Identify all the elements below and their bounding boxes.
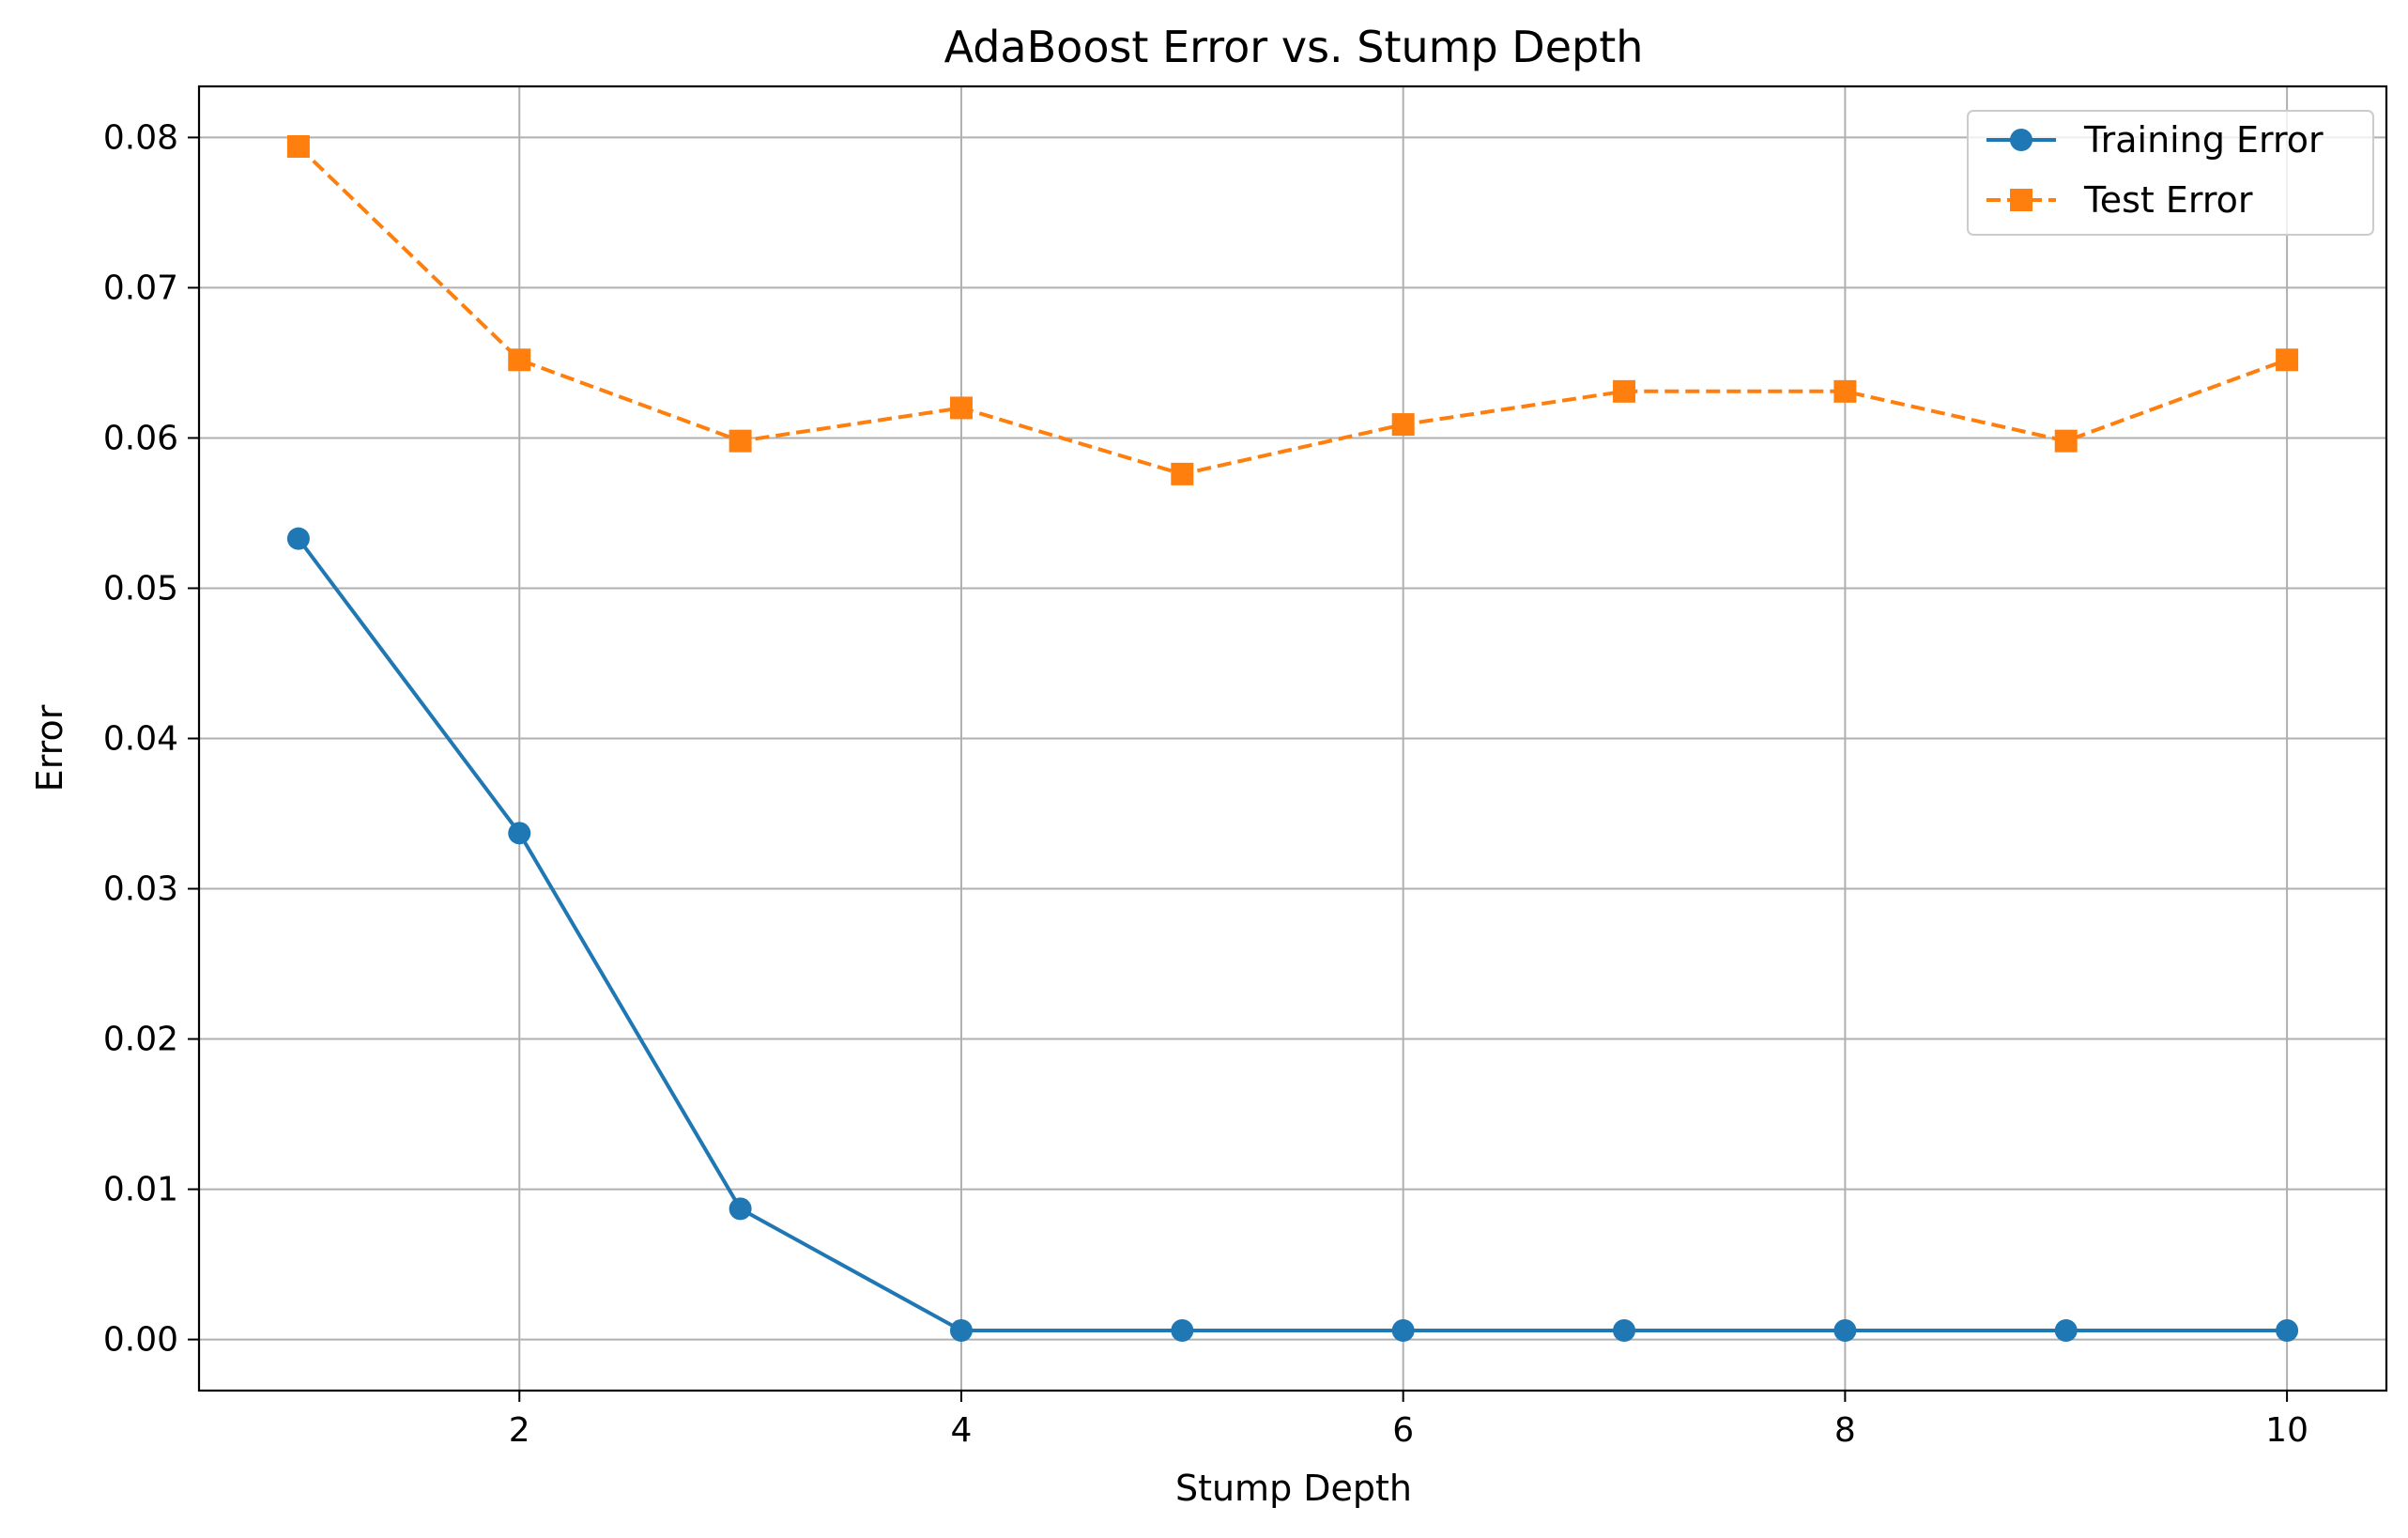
x-tick-label: 10 <box>2265 1411 2308 1450</box>
data-point <box>2276 348 2299 372</box>
data-point <box>2054 1318 2078 1342</box>
legend-box <box>1967 110 2374 236</box>
y-tick-label: 0.02 <box>103 1021 178 1059</box>
y-tick-label: 0.04 <box>103 720 178 759</box>
legend-marker <box>2010 189 2032 211</box>
grid <box>199 86 2386 1391</box>
legend-label: Training Error <box>2083 119 2324 161</box>
series-line <box>297 537 2288 1332</box>
data-point <box>949 1318 973 1342</box>
legend-marker <box>2010 129 2032 151</box>
data-point <box>1613 379 1636 403</box>
y-tick-label: 0.05 <box>103 569 178 608</box>
x-tick-label: 4 <box>951 1411 973 1450</box>
chart-title: AdaBoost Error vs. Stump Depth <box>944 22 1644 72</box>
x-axis-label: Stump Depth <box>1175 1468 1412 1509</box>
data-point <box>1171 462 1194 485</box>
series-test-error <box>286 135 2299 485</box>
legend: Training Error Test Error <box>1967 110 2374 236</box>
y-tick-label: 0.07 <box>103 269 178 307</box>
data-point <box>729 1197 752 1221</box>
data-point <box>286 527 310 550</box>
y-tick-label: 0.01 <box>103 1171 178 1209</box>
data-point <box>286 135 310 159</box>
data-point <box>1171 1318 1194 1342</box>
data-point <box>508 348 531 372</box>
data-point <box>1391 1318 1415 1342</box>
series-training-error <box>286 527 2299 1342</box>
data-point <box>2054 429 2078 453</box>
y-tick-label: 0.03 <box>103 870 178 909</box>
x-tick-label: 8 <box>1834 1411 1856 1450</box>
y-tick-label: 0.08 <box>103 118 178 157</box>
data-point <box>949 396 973 420</box>
x-tick-label: 6 <box>1392 1411 1414 1450</box>
data-point <box>1613 1318 1636 1342</box>
data-point <box>1833 379 1857 403</box>
data-point <box>1833 1318 1857 1342</box>
y-axis-label: Error <box>29 704 70 792</box>
legend-label: Test Error <box>2083 179 2253 221</box>
series-line <box>297 145 2288 476</box>
x-tick-label: 2 <box>509 1411 530 1450</box>
data-point <box>729 429 752 453</box>
y-tick-label: 0.00 <box>103 1321 178 1360</box>
data-point <box>2276 1318 2299 1342</box>
series-lines <box>286 135 2299 1342</box>
data-point <box>1391 413 1415 437</box>
axis-ticks: 2 4 6 8 10 0.00 0.01 0.02 0.03 0.04 0.05 0.06 0.07 0.… <box>103 118 2308 1450</box>
data-point <box>508 822 531 845</box>
y-tick-label: 0.06 <box>103 419 178 457</box>
